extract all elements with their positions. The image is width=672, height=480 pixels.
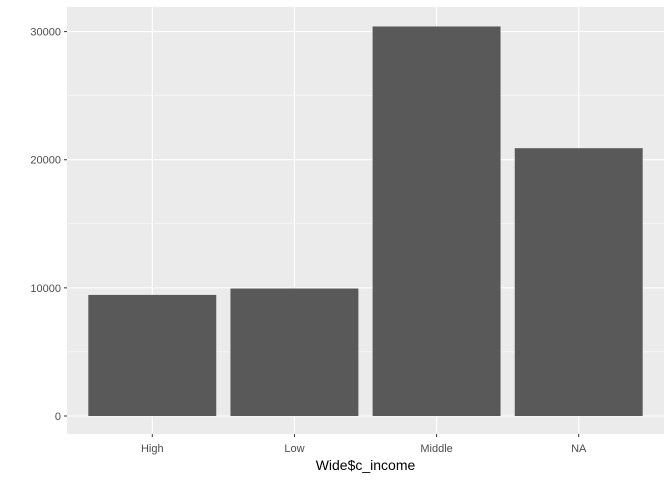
x-axis-title: Wide$c_income	[316, 457, 416, 473]
bar-low	[230, 288, 359, 416]
x-tick-label-high: High	[141, 443, 164, 455]
y-tick-label: 0	[55, 411, 61, 423]
y-tick-label: 30000	[30, 27, 61, 39]
x-axis: High Low Middle NA	[141, 434, 587, 455]
bar-high	[88, 294, 217, 416]
bar-middle	[372, 26, 501, 416]
x-tick-label-low: Low	[284, 443, 304, 455]
bars	[88, 26, 643, 416]
y-tick-label: 20000	[30, 155, 61, 167]
y-axis: 0 10000 20000 30000	[30, 27, 67, 423]
y-tick-label: 10000	[30, 283, 61, 295]
bar-na	[514, 148, 643, 416]
x-tick-label-middle: Middle	[420, 443, 452, 455]
x-tick-label-na: NA	[571, 443, 587, 455]
